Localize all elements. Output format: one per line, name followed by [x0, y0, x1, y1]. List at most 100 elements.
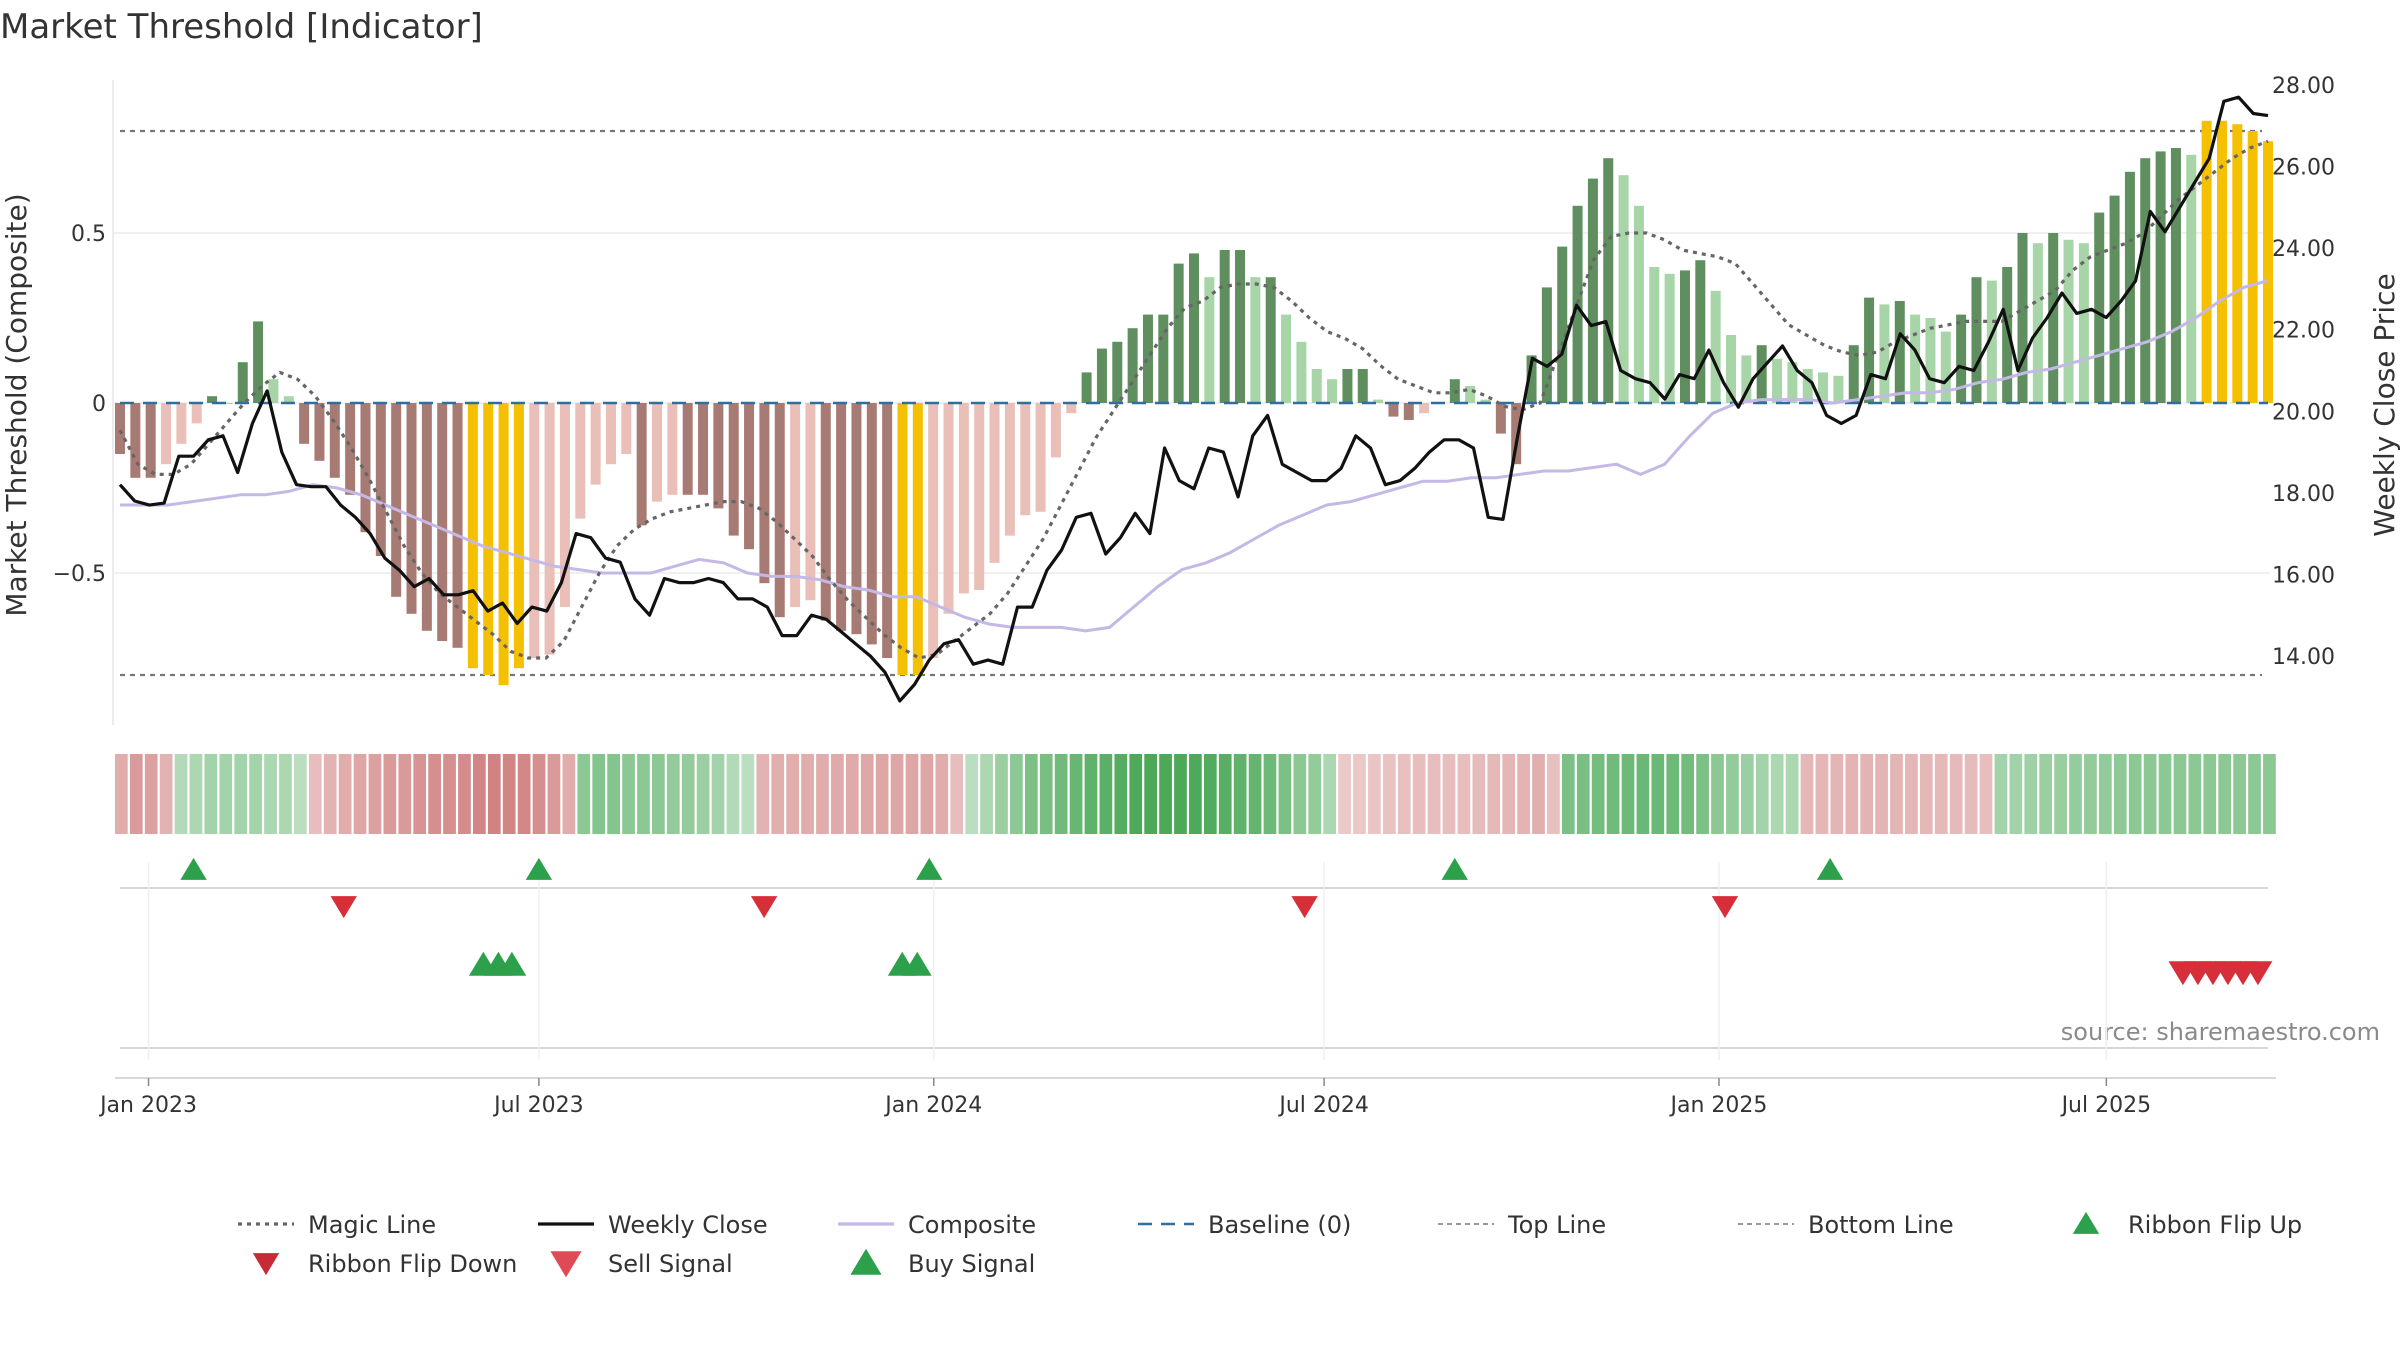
- ribbon-flip-down-marker: [1291, 896, 1318, 919]
- composite-bar: [2078, 243, 2089, 403]
- composite-bar: [2186, 154, 2197, 403]
- ribbon-cell: [1099, 754, 1113, 834]
- composite-bar: [1495, 403, 1506, 434]
- composite-bar: [713, 403, 724, 509]
- ribbon-cell: [1114, 754, 1128, 834]
- composite-bar: [974, 403, 985, 590]
- x-axis: Jan 2023 Jul 2023 Jan 2024 Jul 2024 Jan 2025…: [98, 1078, 2151, 1118]
- ribbon-cell: [860, 754, 874, 834]
- ribbon-cell: [1412, 754, 1426, 834]
- ribbon-cell: [1621, 754, 1635, 834]
- composite-bar: [1787, 362, 1798, 403]
- composite-bar: [728, 403, 739, 536]
- ribbon-cell: [547, 754, 561, 834]
- right-tick-label: 22.00: [2272, 319, 2335, 344]
- composite-bar: [2048, 233, 2059, 403]
- ribbon-cell: [831, 754, 844, 834]
- ribbon-cell: [622, 754, 635, 834]
- ribbon-cell: [1039, 754, 1053, 834]
- composite-bar: [1388, 403, 1399, 417]
- ribbon-cell: [368, 754, 382, 834]
- x-tick-label: Jul 2024: [1277, 1093, 1369, 1118]
- legend-label: Weekly Close: [608, 1211, 768, 1239]
- source-note: source: sharemaestro.com: [2061, 1018, 2380, 1046]
- ribbon-cell: [741, 754, 755, 834]
- composite-bar: [391, 403, 402, 597]
- ribbon-cell: [1457, 754, 1471, 834]
- x-tick-label: Jul 2025: [2060, 1093, 2152, 1118]
- right-tick-label: 28.00: [2272, 74, 2335, 99]
- right-tick-label: 20.00: [2272, 400, 2335, 425]
- legend-label: Ribbon Flip Down: [308, 1250, 517, 1278]
- legend-label: Composite: [908, 1211, 1036, 1239]
- ribbon-cell: [2218, 754, 2232, 834]
- composite-bar: [1311, 369, 1322, 403]
- composite-bar: [882, 403, 893, 658]
- y-axis-label-right: Weekly Close Price: [2368, 273, 2400, 536]
- ribbon-cell: [2039, 754, 2053, 834]
- ribbon-cell: [279, 754, 292, 834]
- composite-bar: [928, 403, 939, 658]
- series-lines: [118, 95, 2269, 703]
- composite-bar: [406, 403, 417, 614]
- composite-bar: [1741, 355, 1752, 403]
- ribbon-cell: [1919, 754, 1933, 834]
- composite-bar: [1679, 270, 1690, 403]
- composite-bar: [314, 403, 325, 461]
- ribbon-cell: [428, 754, 441, 834]
- composite-bar: [1235, 250, 1246, 403]
- ribbon-cell: [711, 754, 725, 834]
- right-tick-label: 26.00: [2272, 156, 2335, 181]
- composite-bar: [851, 403, 862, 635]
- ribbon-cell: [935, 754, 949, 834]
- ribbon-cell: [1427, 754, 1441, 834]
- ribbon-cell: [1681, 754, 1695, 834]
- ribbon-cell: [1576, 754, 1590, 834]
- ribbon-cell: [1815, 754, 1829, 834]
- composite-bar: [912, 403, 923, 675]
- ribbon-cell: [487, 754, 501, 834]
- ribbon-cell: [2203, 754, 2217, 834]
- composite-bar: [1772, 358, 1783, 403]
- composite-bar: [1541, 287, 1552, 403]
- composite-bar: [437, 403, 448, 641]
- ribbon-cell: [1875, 754, 1888, 834]
- ribbon-cell: [1666, 754, 1680, 834]
- ribbon-strip: [115, 754, 2276, 834]
- composite-bar: [237, 362, 248, 403]
- composite-bar: [1833, 375, 1844, 403]
- composite-bar: [130, 403, 141, 478]
- composite-bar: [1357, 369, 1368, 403]
- ribbon-cell: [1010, 754, 1023, 834]
- ribbon-flip-up-marker: [525, 857, 553, 880]
- ribbon-flip-up-marker: [1816, 857, 1844, 880]
- ribbon-cell: [696, 754, 710, 834]
- ribbon-cell: [532, 754, 546, 834]
- legend-swatch: [850, 1248, 882, 1275]
- composite-bar: [1004, 403, 1015, 536]
- ribbon-flip-up-marker: [916, 857, 943, 880]
- composite-bar: [652, 403, 662, 502]
- composite-bar: [2140, 158, 2151, 403]
- buy-signal-marker: [902, 951, 932, 976]
- composite-bar: [1373, 399, 1384, 403]
- ribbon-cell: [1203, 754, 1217, 834]
- composite-bar: [2170, 148, 2181, 403]
- composite-bar: [774, 403, 785, 618]
- ribbon-cell: [726, 754, 740, 834]
- ribbon-cell: [264, 754, 277, 834]
- composite-bar: [1986, 280, 1997, 403]
- ribbon-cell: [129, 754, 143, 834]
- composite-bar: [1756, 345, 1767, 403]
- composite-bar: [1465, 386, 1476, 403]
- ribbon-cell: [1084, 754, 1098, 834]
- ribbon-cell: [1159, 754, 1172, 834]
- legend-label: Ribbon Flip Up: [2128, 1211, 2302, 1239]
- ribbon-cell: [1442, 754, 1456, 834]
- composite-bar: [161, 403, 172, 465]
- composite-bar: [1511, 403, 1522, 465]
- ribbon-cell: [115, 754, 128, 834]
- left-tick-label: 0: [92, 392, 106, 417]
- composite-bar: [467, 403, 478, 669]
